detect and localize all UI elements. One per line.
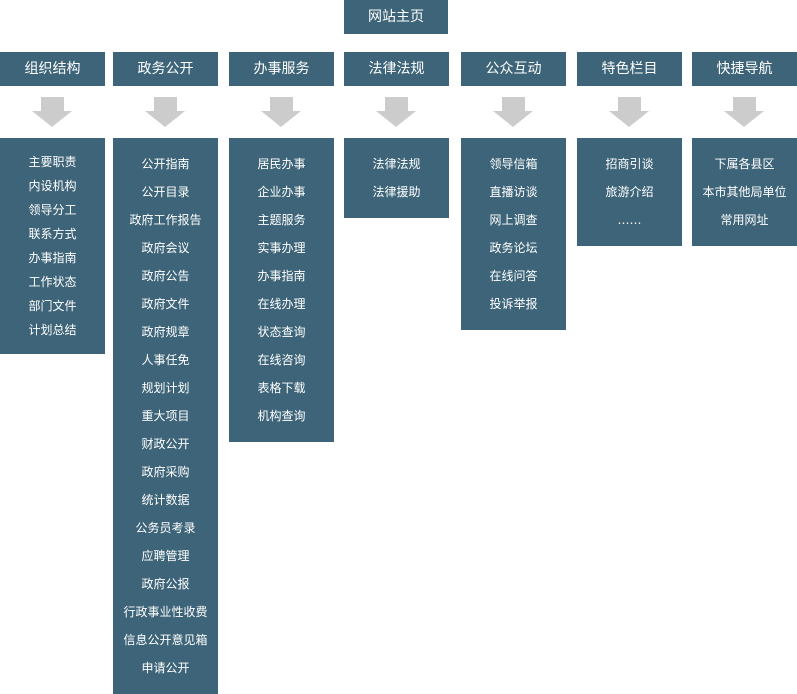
list-item[interactable]: 申请公开 — [141, 661, 190, 675]
list-item[interactable]: 本市其他局单位 — [702, 185, 787, 199]
column-1: 组织结构主要职责内设机构领导分工联系方式办事指南工作状态部门文件计划总结 — [0, 52, 105, 354]
link-list: 公开指南公开目录政府工作报告 政府会议政府公告政府文件政府规章人事任免规划计划重大… — [113, 138, 218, 694]
column-2: 政务公开公开指南公开目录政府工作报告 政府会议政府公告政府文件政府规章人事任免规划… — [113, 52, 218, 694]
link-list: 主要职责内设机构领导分工联系方式办事指南工作状态部门文件计划总结 — [0, 138, 105, 354]
list-item[interactable]: 在线咨询 — [257, 353, 306, 367]
arrow-down-icon — [344, 86, 449, 138]
column-5: 公众互动领导信箱直播访谈网上调查政务论坛在线问答投诉举报 — [461, 52, 566, 330]
list-item[interactable]: 招商引谈 — [605, 157, 654, 171]
list-item[interactable]: 网上调查 — [489, 213, 538, 227]
category-header[interactable]: 政务公开 — [113, 52, 218, 86]
list-item[interactable]: 领导分工 — [28, 203, 77, 217]
link-list: 居民办事企业办事主题服务实事办理办事指南在线办理状态查询在线咨询表格下载机构查询 — [229, 138, 334, 442]
list-item[interactable]: 政府工作报告 — [129, 213, 202, 227]
list-item[interactable]: 行政事业性收费 — [123, 605, 208, 619]
list-item[interactable]: 投诉举报 — [489, 297, 538, 311]
list-item[interactable]: 企业办事 — [257, 185, 306, 199]
list-item[interactable]: 领导信箱 — [489, 157, 538, 171]
list-item[interactable]: 人事任免 — [141, 353, 190, 367]
list-item[interactable]: 部门文件 — [28, 299, 77, 313]
arrow-down-icon — [577, 86, 682, 138]
list-item[interactable]: 财政公开 — [141, 437, 190, 451]
list-item[interactable]: 统计数据 — [141, 493, 190, 507]
column-3: 办事服务居民办事企业办事主题服务实事办理办事指南在线办理状态查询在线咨询表格下载… — [229, 52, 334, 442]
category-header[interactable]: 特色栏目 — [577, 52, 682, 86]
list-item[interactable]: 重大项目 — [141, 409, 190, 423]
link-list: 下属各县区本市其他局单位 常用网址 — [692, 138, 797, 246]
list-item[interactable]: 在线问答 — [489, 269, 538, 283]
arrow-down-icon — [0, 86, 105, 138]
list-item[interactable]: 居民办事 — [257, 157, 306, 171]
list-item[interactable]: 公开目录 — [141, 185, 190, 199]
arrow-down-icon — [113, 86, 218, 138]
list-item[interactable]: 工作状态 — [28, 275, 77, 289]
list-item[interactable]: 政府会议 — [141, 241, 190, 255]
category-header[interactable]: 法律法规 — [344, 52, 449, 86]
list-item[interactable]: 政府公告 — [141, 269, 190, 283]
list-item[interactable]: 在线办理 — [257, 297, 306, 311]
list-item[interactable]: 联系方式 — [28, 227, 77, 241]
list-item[interactable]: 信息公开意见箱 — [123, 633, 208, 647]
list-item[interactable]: 办事指南 — [28, 251, 77, 265]
list-item[interactable]: 办事指南 — [257, 269, 306, 283]
list-item[interactable]: 政府文件 — [141, 297, 190, 311]
list-item[interactable]: 政府规章 — [141, 325, 190, 339]
list-item[interactable]: 应聘管理 — [141, 549, 190, 563]
list-item[interactable]: 下属各县区 — [714, 157, 775, 171]
category-header[interactable]: 办事服务 — [229, 52, 334, 86]
home-node[interactable]: 网站主页 — [344, 0, 448, 34]
list-item[interactable]: 政府采购 — [141, 465, 190, 479]
arrow-down-icon — [692, 86, 797, 138]
list-item[interactable]: 公务员考录 — [135, 521, 196, 535]
link-list: 法律法规 法律援助 — [344, 138, 449, 218]
list-item[interactable]: 法律法规 — [372, 157, 421, 171]
list-item[interactable]: 计划总结 — [28, 323, 77, 337]
list-item[interactable]: 常用网址 — [720, 213, 769, 227]
list-item[interactable]: 政务论坛 — [489, 241, 538, 255]
column-4: 法律法规 法律法规 法律援助 — [344, 52, 449, 218]
arrow-down-icon — [461, 86, 566, 138]
list-item[interactable]: …… — [617, 213, 642, 227]
list-item[interactable]: 公开指南 — [141, 157, 190, 171]
category-header[interactable]: 快捷导航 — [692, 52, 797, 86]
list-item[interactable]: 法律援助 — [372, 185, 421, 199]
column-7: 快捷导航下属各县区本市其他局单位 常用网址 — [692, 52, 797, 246]
link-list: 招商引谈旅游介绍 …… — [577, 138, 682, 246]
column-6: 特色栏目招商引谈旅游介绍 …… — [577, 52, 682, 246]
list-item[interactable]: 实事办理 — [257, 241, 306, 255]
category-header[interactable]: 公众互动 — [461, 52, 566, 86]
category-header[interactable]: 组织结构 — [0, 52, 105, 86]
list-item[interactable]: 主题服务 — [257, 213, 306, 227]
list-item[interactable]: 旅游介绍 — [605, 185, 654, 199]
list-item[interactable]: 机构查询 — [257, 409, 306, 423]
list-item[interactable]: 政府公报 — [141, 577, 190, 591]
list-item[interactable]: 表格下载 — [257, 381, 306, 395]
list-item[interactable]: 状态查询 — [257, 325, 306, 339]
list-item[interactable]: 主要职责 — [28, 155, 77, 169]
arrow-down-icon — [229, 86, 334, 138]
list-item[interactable]: 直播访谈 — [489, 185, 538, 199]
link-list: 领导信箱直播访谈网上调查政务论坛在线问答投诉举报 — [461, 138, 566, 330]
list-item[interactable]: 规划计划 — [141, 381, 190, 395]
list-item[interactable]: 内设机构 — [28, 179, 77, 193]
